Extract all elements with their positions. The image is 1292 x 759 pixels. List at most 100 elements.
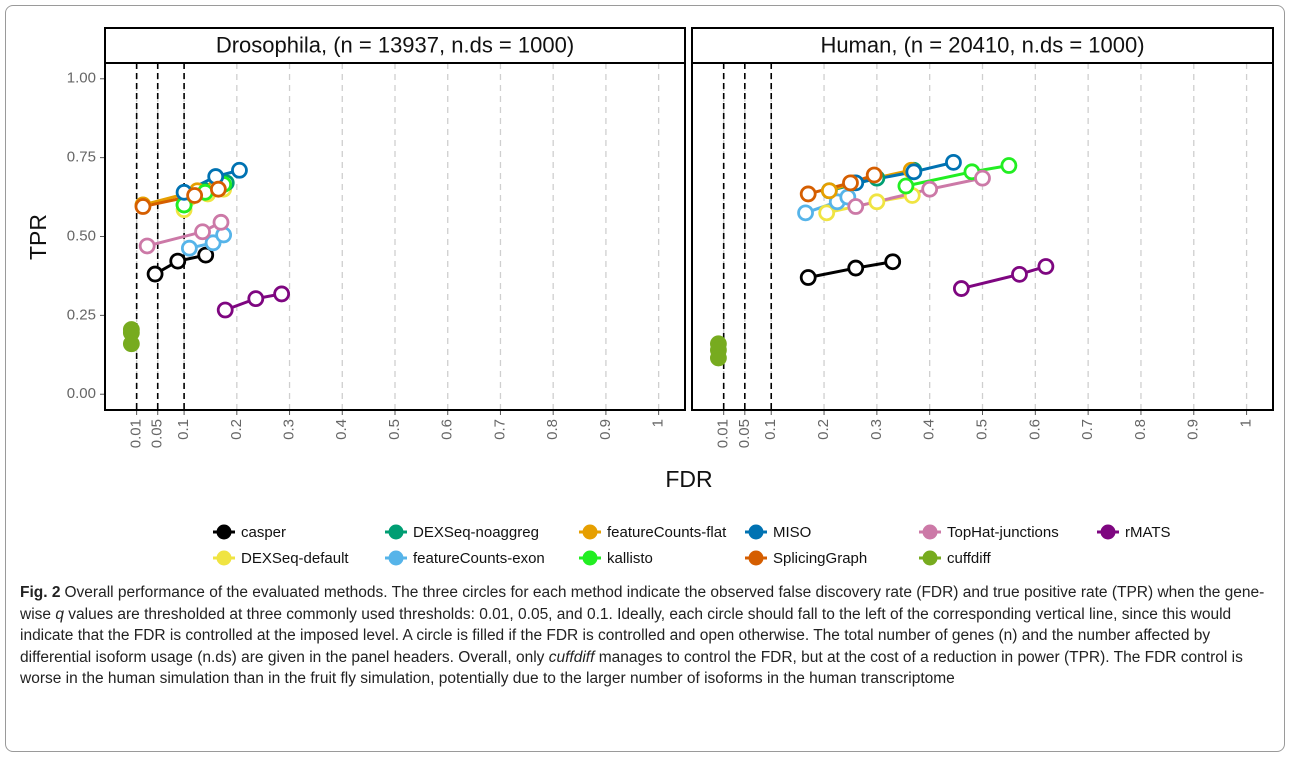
panel-title: Drosophila, (n = 13937, n.ds = 1000) [216,32,574,57]
y-tick-label: 0.00 [67,385,96,402]
data-point [273,285,291,303]
data-point [231,161,248,179]
data-point [799,269,817,286]
data-point [194,223,211,241]
legend-label: SplicingGraph [773,550,867,567]
caption: Fig. 2 Overall performance of the evaluat… [20,582,1275,690]
legend-label: rMATS [1125,524,1171,541]
data-point [169,252,187,270]
data-point [945,153,962,171]
legend-marker [216,524,232,540]
x-tick-label: 1 [1238,419,1255,427]
data-point [847,198,865,215]
caption-text: values are thresholded at three commonly… [20,605,1232,666]
data-point [186,187,204,204]
caption-text: Overall performance of the evaluated met… [20,584,1265,623]
y-axis-label: TPR [25,214,51,260]
x-tick-label: 0.4 [333,419,350,440]
x-tick-label: 0.01 [715,419,732,448]
legend-label: MISO [773,524,811,541]
data-point [897,177,915,195]
legend-marker [582,524,598,540]
y-tick-label: 0.25 [67,306,96,323]
chart: TPR FDR Drosophila, (n = 13937, n.ds = 1… [25,27,1274,567]
x-tick-label: 0.01 [128,419,145,448]
data-point [865,166,883,184]
x-tick-label: 0.2 [228,419,245,440]
data-point [884,253,902,271]
legend-marker [748,524,764,540]
data-point [842,174,859,192]
x-tick-label: 0.1 [175,419,192,440]
x-tick-label: 0.5 [386,419,403,440]
x-tick-label: 0.3 [281,419,298,440]
data-point [134,198,152,215]
legend-label: cuffdiff [947,550,991,567]
legend-label: casper [241,524,286,541]
legend-label: featureCounts-flat [607,524,727,541]
x-tick-label: 0.6 [1026,419,1043,440]
x-tick-label: 0.1 [762,419,779,440]
data-point [180,239,198,257]
data-point [799,185,817,203]
x-tick-label: 0.9 [1185,419,1202,440]
legend-label: DEXSeq-noaggreg [413,524,539,541]
y-tick-label: 0.75 [67,149,96,166]
data-point [1011,265,1028,283]
legend-label: featureCounts-exon [413,550,545,567]
x-tick-label: 0.9 [597,419,614,440]
data-point [847,259,865,277]
x-tick-label: 0.6 [439,419,456,440]
legend-label: TopHat-junctions [947,524,1059,541]
figure-frame [5,5,1285,752]
data-point [212,213,230,231]
x-tick-label: 0.4 [921,419,938,440]
caption-text: cuffdiff [548,648,595,666]
legend-label: kallisto [607,550,653,567]
data-point [1037,258,1055,275]
legend-marker [582,550,598,566]
legend-marker [388,550,404,566]
data-point [797,204,814,222]
legend-marker [922,550,938,566]
data-point [710,349,727,367]
data-point [138,237,156,255]
data-point [868,193,886,211]
y-tick-label: 1.00 [67,70,96,87]
caption-label: Fig. 2 [20,584,61,601]
x-tick-label: 0.05 [149,419,166,448]
x-tick-label: 0.7 [1079,419,1096,440]
panel-background [105,63,685,410]
data-point [1000,157,1018,174]
data-point [146,265,164,283]
data-point [122,335,140,353]
x-tick-label: 0.05 [736,419,753,448]
data-point [820,182,838,200]
x-tick-label: 0.3 [868,419,885,440]
x-tick-label: 0.2 [815,419,832,440]
legend-marker [388,524,404,540]
data-point [209,180,227,198]
panel-background [692,63,1273,410]
data-point [952,280,970,297]
data-point [974,169,991,187]
caption-text: q [55,605,64,623]
legend-marker [922,524,938,540]
legend-label: DEXSeq-default [241,550,349,567]
data-point [818,204,836,222]
panel-title: Human, (n = 20410, n.ds = 1000) [820,32,1144,57]
data-point [216,301,234,319]
data-point [905,163,923,181]
panel-strip [691,27,1274,64]
legend-marker [216,550,232,566]
data-point [247,290,265,308]
panel-border [104,62,686,411]
legend-marker [748,550,764,566]
x-tick-label: 1 [650,419,667,427]
y-tick-label: 0.50 [67,227,96,244]
x-tick-label: 0.8 [544,419,561,440]
x-axis-label: FDR [665,466,712,492]
panel-border [691,62,1274,411]
data-point [921,180,939,198]
